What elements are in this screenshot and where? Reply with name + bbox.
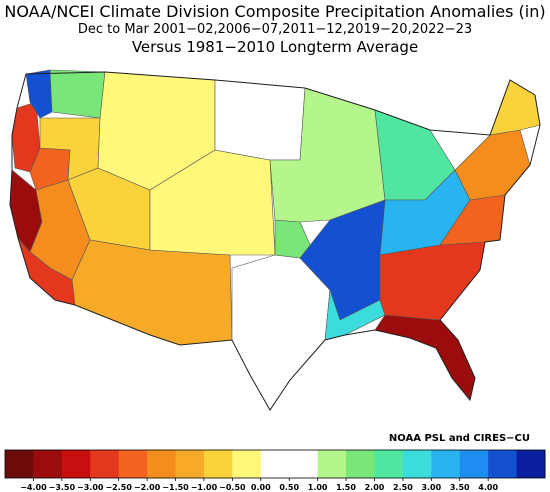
colorbar-swatch bbox=[33, 450, 63, 478]
colorbar-swatch bbox=[61, 450, 91, 478]
colorbar-swatch bbox=[459, 450, 489, 478]
colorbar-swatch bbox=[175, 450, 205, 478]
us-climate-division-map bbox=[9, 69, 541, 411]
region-georgia-carolinas bbox=[379, 241, 486, 321]
colorbar-swatch bbox=[516, 450, 546, 478]
colorbar-tick-label: 4.00 bbox=[478, 483, 498, 492]
region-olympic-peninsula bbox=[25, 69, 53, 119]
colorbar-swatch bbox=[488, 450, 518, 478]
colorbar-swatch bbox=[260, 450, 290, 478]
colorbar-tick-label: 3.00 bbox=[421, 483, 441, 492]
colorbar-swatch bbox=[203, 450, 233, 478]
colorbar-swatch bbox=[232, 450, 262, 478]
region-maine bbox=[489, 79, 541, 136]
colorbar-tick-label: 1.50 bbox=[336, 483, 356, 492]
colorbar-tick-label: 3.50 bbox=[450, 483, 470, 492]
colorbar-tick-label: 2.50 bbox=[393, 483, 413, 492]
map-subtitle-period: Dec to Mar 2001−02,2006−07,2011−12,2019−… bbox=[77, 22, 473, 37]
colorbar-swatch bbox=[118, 450, 148, 478]
colorbar-swatch bbox=[431, 450, 461, 478]
colorbar-swatch bbox=[346, 450, 375, 478]
region-texas bbox=[231, 254, 331, 411]
colorbar-tick-label: −3.50 bbox=[49, 483, 76, 492]
region-northern-plains bbox=[214, 79, 306, 161]
region-washington-interior bbox=[49, 69, 106, 119]
data-credit: NOAA PSL and CIRES−CU bbox=[388, 433, 530, 444]
colorbar-swatch bbox=[90, 450, 120, 478]
map-subtitle-baseline: Versus 1981−2010 Longterm Average bbox=[131, 38, 419, 56]
colorbar-tick-label: −2.00 bbox=[134, 483, 161, 492]
colorbar-tick-label: 1.00 bbox=[308, 483, 328, 492]
colorbar-swatch bbox=[374, 450, 404, 478]
precipitation-colorbar: −4.00 −3.50 −3.00 −2.50 −2.00 −1.50 −1.00 −0.50… bbox=[4, 449, 546, 492]
colorbar-tick-label: −3.00 bbox=[77, 483, 104, 492]
colorbar-tick-label: −2.50 bbox=[105, 483, 132, 492]
region-arizona-new-mexico bbox=[71, 239, 233, 346]
region-northeast bbox=[454, 129, 531, 201]
colorbar-swatch bbox=[147, 450, 177, 478]
colorbar-swatch bbox=[5, 450, 34, 478]
colorbar-tick-label: 0.00 bbox=[251, 483, 271, 492]
colorbar-tick-label: −4.00 bbox=[20, 483, 47, 492]
us-outline bbox=[9, 71, 541, 411]
colorbar-swatch bbox=[402, 450, 432, 478]
colorbar-tick-label: −0.50 bbox=[219, 483, 246, 492]
colorbar-swatch bbox=[289, 450, 319, 478]
colorbar-swatch bbox=[317, 450, 347, 478]
colorbar-tick-label: 0.50 bbox=[279, 483, 299, 492]
colorbar-tick-label: −1.50 bbox=[162, 483, 189, 492]
map-title: NOAA/NCEI Climate Division Composite Pre… bbox=[4, 2, 546, 21]
colorbar-tick-label: −1.00 bbox=[191, 483, 218, 492]
colorbar-tick-label: 2.00 bbox=[365, 483, 385, 492]
colorbar-frame bbox=[4, 449, 546, 479]
